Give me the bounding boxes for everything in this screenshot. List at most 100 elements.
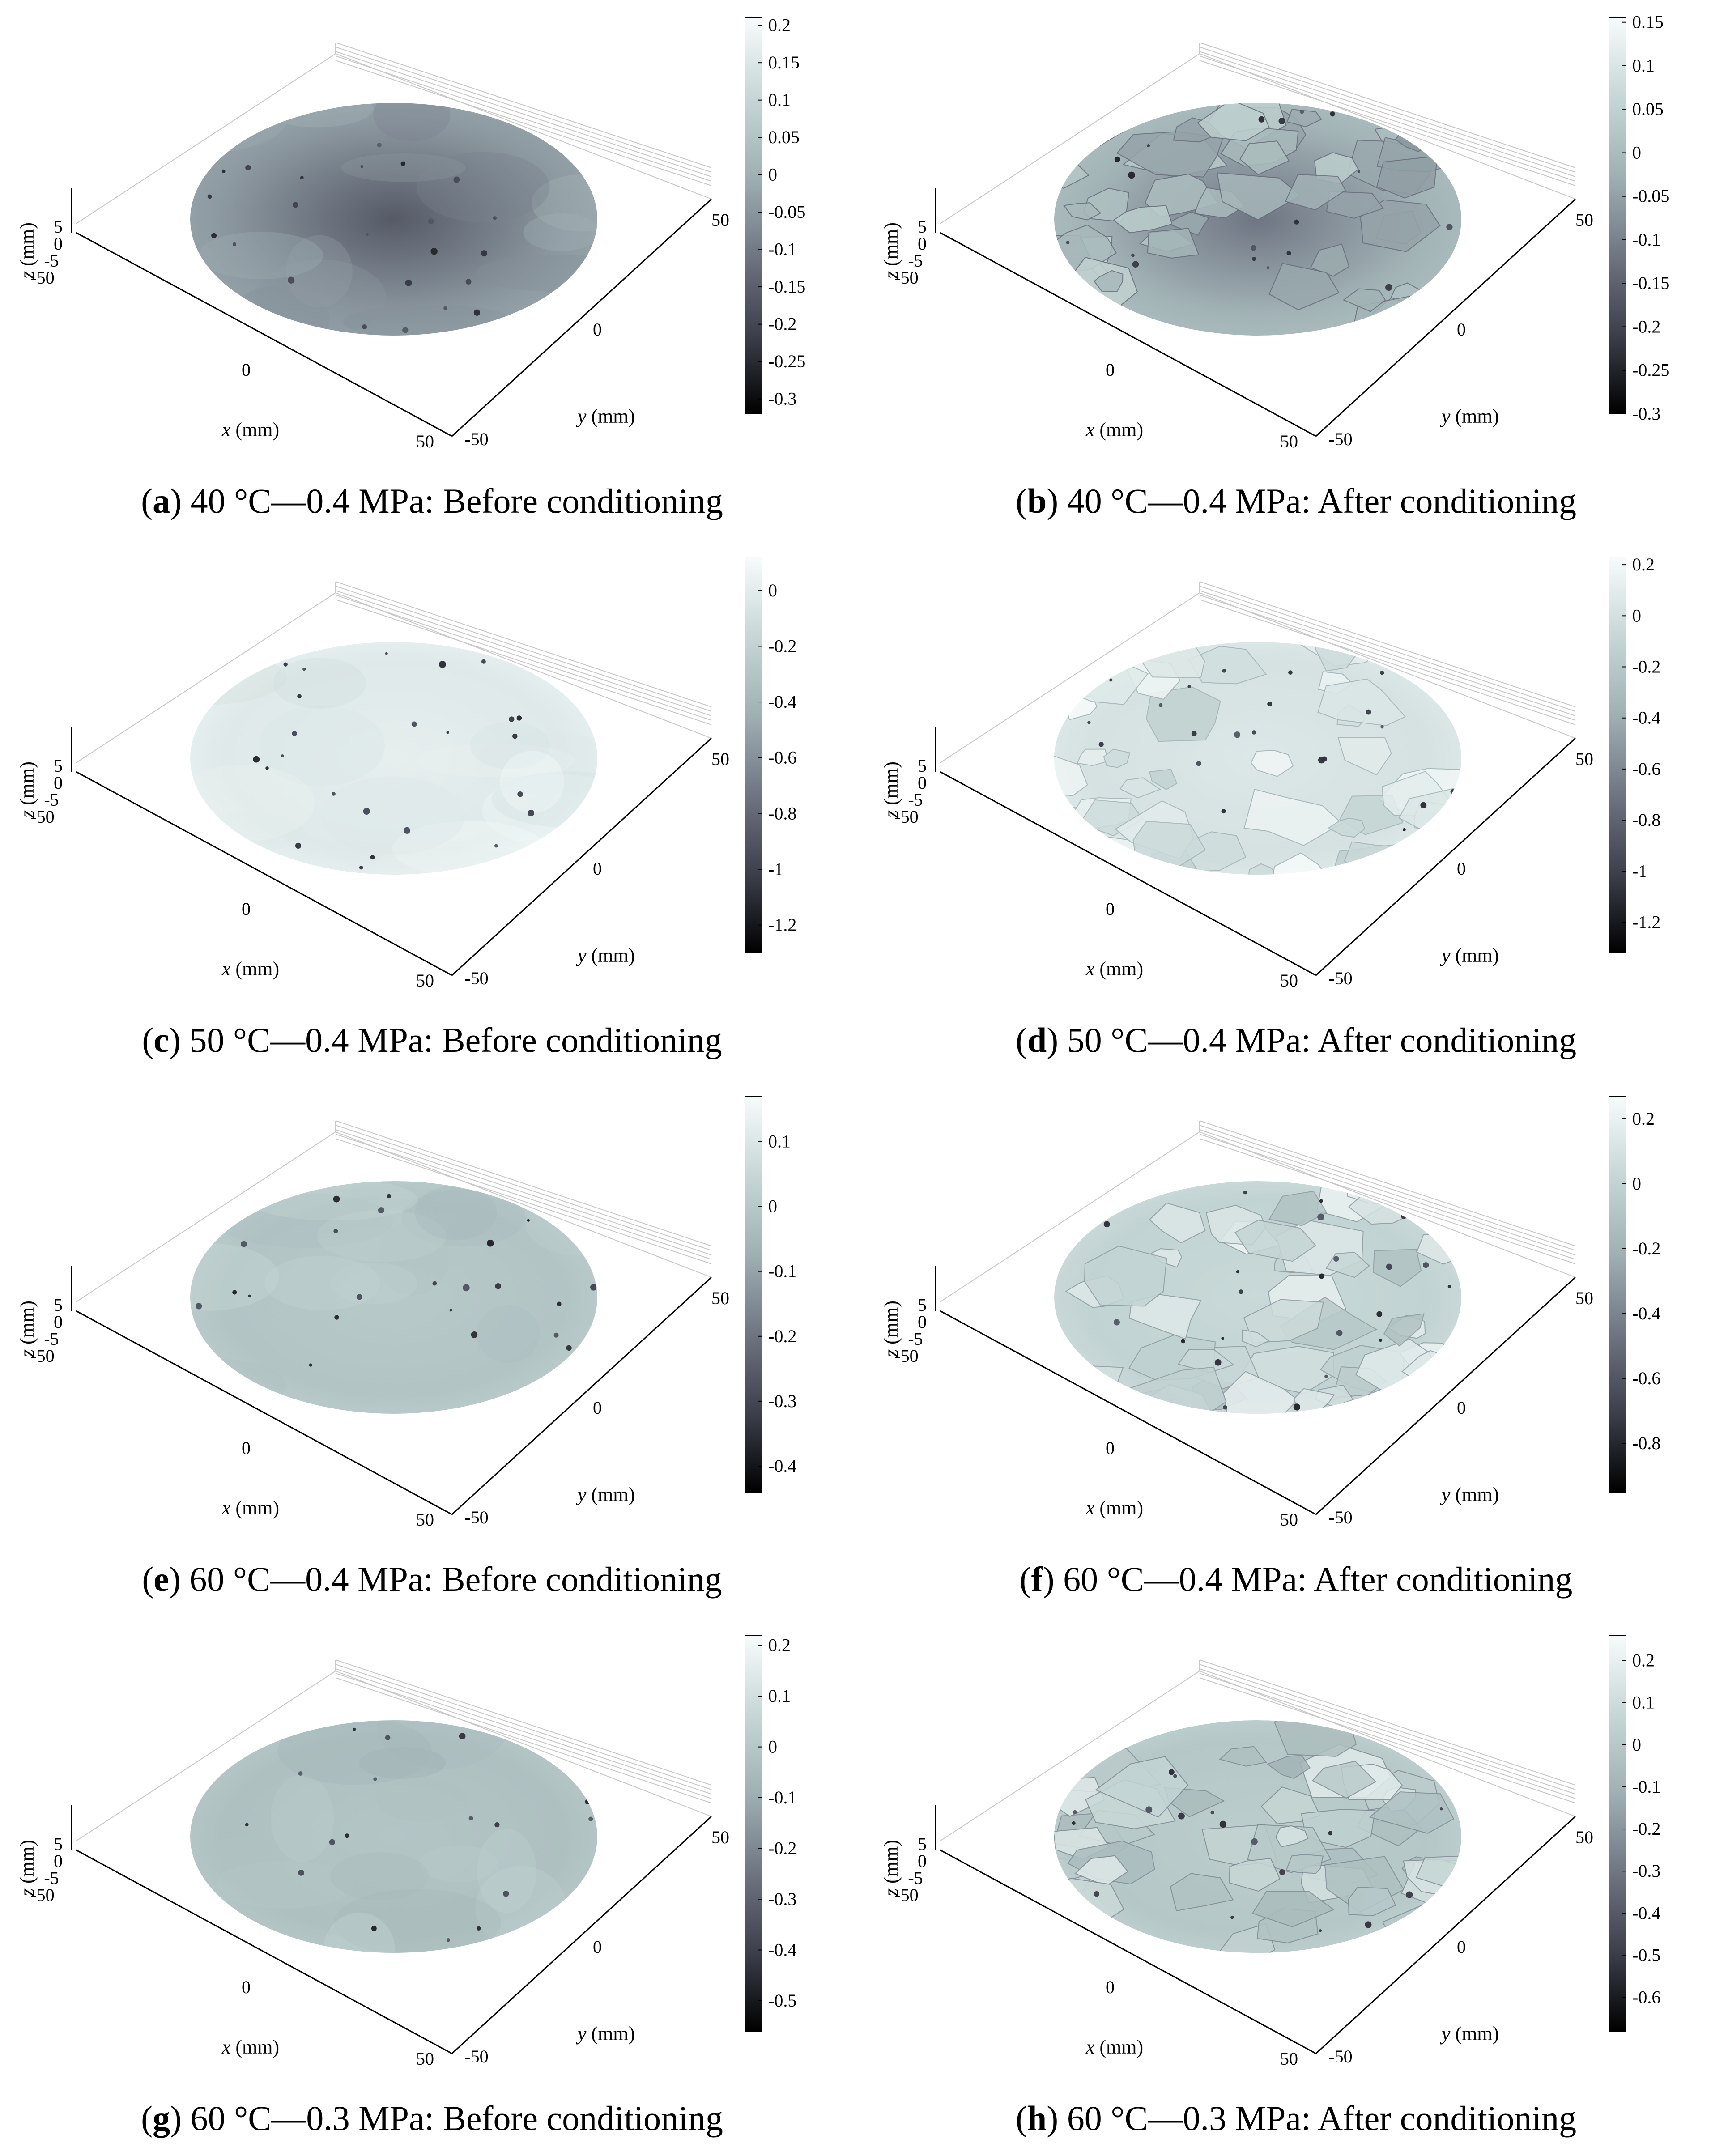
colorbar-tick-label: -0.8 <box>768 803 796 823</box>
colorbar-tick-label: -0.6 <box>1632 759 1660 779</box>
panel-c-caption: (c) 50 °C—0.4 MPa: Before conditioning <box>142 1021 722 1059</box>
colorbar-tick-label: 0.2 <box>768 1635 791 1655</box>
axis-tick-label: -5 <box>908 790 923 810</box>
panel-f-caption: (f) 60 °C—0.4 MPa: After conditioning <box>1019 1560 1573 1599</box>
axis-tick-label: -50 <box>30 1885 54 1905</box>
axis-tick-label: 0 <box>1106 899 1115 919</box>
colorbar-tick-label: -0.1 <box>768 239 796 259</box>
colorbar-tick-label: 0 <box>768 165 777 185</box>
panel-g-caption: (g) 60 °C—0.3 MPa: Before conditioning <box>141 2099 723 2138</box>
colorbar-tick-label: -0.3 <box>768 1889 796 1909</box>
colorbar-tick-label: 0.2 <box>1632 1650 1655 1670</box>
panel-b-caption: (b) 40 °C—0.4 MPa: After conditioning <box>1015 481 1577 520</box>
colorbar-tick-label: -0.5 <box>1632 1945 1660 1965</box>
axis-label: y (mm) <box>576 2023 635 2045</box>
axis-label: x (mm) <box>1085 958 1143 980</box>
colorbar-tick-label: 0 <box>1632 605 1641 625</box>
axis-tick-label: 0 <box>1457 1937 1466 1957</box>
caption-text: 60 °C—0.3 MPa: After conditioning <box>1058 2099 1577 2138</box>
colorbar-tick-label: -0.2 <box>768 636 796 656</box>
axis-tick-label: 50 <box>711 210 729 230</box>
colorbar-tick-label: 0 <box>1632 1174 1641 1194</box>
panel-letter: g <box>153 2099 170 2138</box>
colorbar <box>1609 1635 1626 2032</box>
colorbar-tick-label: 0.15 <box>768 52 800 72</box>
colorbar-tick-label: -0.6 <box>1632 1368 1660 1388</box>
caption-text: 60 °C—0.4 MPa: After conditioning <box>1054 1560 1573 1599</box>
panel-h-surface <box>1054 1720 1461 1953</box>
colorbar-tick-label: -0.3 <box>1632 404 1660 424</box>
axis-tick-label: -5 <box>44 1868 59 1888</box>
colorbar-tick-label: -0.4 <box>1632 1903 1660 1923</box>
axis-tick-label: 0 <box>1457 859 1466 879</box>
axis-label: z (mm) <box>16 1301 38 1357</box>
axis-tick-label: 0 <box>918 773 927 793</box>
axis-tick-label: 50 <box>1575 749 1593 769</box>
caption-text: 40 °C—0.4 MPa: After conditioning <box>1058 481 1577 520</box>
axis-tick-label: -50 <box>30 1346 54 1366</box>
axis-tick-label: -50 <box>464 1507 488 1527</box>
axis-tick-label: 0 <box>1106 1977 1115 1997</box>
panel-letter: a <box>153 481 170 520</box>
axis-tick-label: 0 <box>242 1977 251 1997</box>
axis-tick-label: 50 <box>711 749 729 769</box>
axis-tick-label: 0 <box>1457 1398 1466 1418</box>
axis-box <box>76 581 712 763</box>
axis-tick-label: 0 <box>1106 1438 1115 1458</box>
axis-tick-label: 0 <box>54 773 63 793</box>
axis-tick-label: 5 <box>54 217 63 237</box>
panel-d-surface <box>1054 642 1461 875</box>
axis-tick-label: 0 <box>1457 319 1466 340</box>
axis-tick-label: 0 <box>54 1312 63 1332</box>
colorbar-tick-label: 0 <box>1632 142 1641 162</box>
colorbar-tick-label: -1.2 <box>1632 912 1660 932</box>
axis-tick-label: -50 <box>894 807 918 827</box>
axis-tick-label: 5 <box>54 1834 63 1854</box>
axis-tick-label: 5 <box>918 1834 927 1854</box>
colorbar-tick-label: 0.1 <box>1632 1692 1655 1713</box>
colorbar-tick-label: -0.8 <box>1632 1433 1660 1453</box>
axis-label: y (mm) <box>576 405 635 427</box>
axis-tick-label: -50 <box>894 1346 918 1366</box>
axis-label: z (mm) <box>880 1840 902 1897</box>
panel-e-caption: (e) 60 °C—0.4 MPa: Before conditioning <box>142 1560 722 1599</box>
colorbar-tick-label: 0.1 <box>768 1131 791 1152</box>
axis-tick-label: 0 <box>593 859 602 879</box>
colorbar-tick-label: -0.6 <box>768 748 796 768</box>
panel-g-surface <box>190 1720 597 1953</box>
colorbar-tick-label: -0.8 <box>1632 810 1660 830</box>
colorbar-tick-label: -0.4 <box>768 1456 796 1476</box>
axis-tick-label: 50 <box>711 1288 729 1308</box>
axis-tick-label: -50 <box>30 807 54 827</box>
colorbar-tick-label: -0.2 <box>768 1326 796 1346</box>
axis-label: z (mm) <box>16 222 38 279</box>
axis-tick-label: -50 <box>464 2046 488 2067</box>
axis-tick-label: 50 <box>1575 1288 1593 1308</box>
axis-tick-label: 0 <box>918 1851 927 1871</box>
axis-box <box>76 42 712 224</box>
panel-letter: e <box>153 1560 169 1599</box>
colorbar <box>745 1635 762 2032</box>
axis-tick-label: -50 <box>1328 429 1352 449</box>
axis-tick-label: -50 <box>464 429 488 449</box>
axis-tick-label: 5 <box>918 1295 927 1315</box>
panel-e-surface <box>190 1181 597 1414</box>
axis-lines <box>940 1276 1576 1515</box>
axis-label: z (mm) <box>16 1840 38 1897</box>
colorbar-tick-label: -0.4 <box>1632 1303 1660 1323</box>
axis-tick-label: -50 <box>1328 1507 1352 1527</box>
colorbar-tick-label: 0.1 <box>768 1686 791 1706</box>
axis-tick-label: 0 <box>54 1851 63 1871</box>
panel-letter: f <box>1031 1560 1043 1599</box>
colorbar-tick-label: 0.2 <box>1632 1109 1655 1129</box>
axis-tick-label: 50 <box>1280 1510 1298 1530</box>
axis-label: x (mm) <box>1085 419 1143 441</box>
axis-tick-label: -50 <box>1328 968 1352 988</box>
